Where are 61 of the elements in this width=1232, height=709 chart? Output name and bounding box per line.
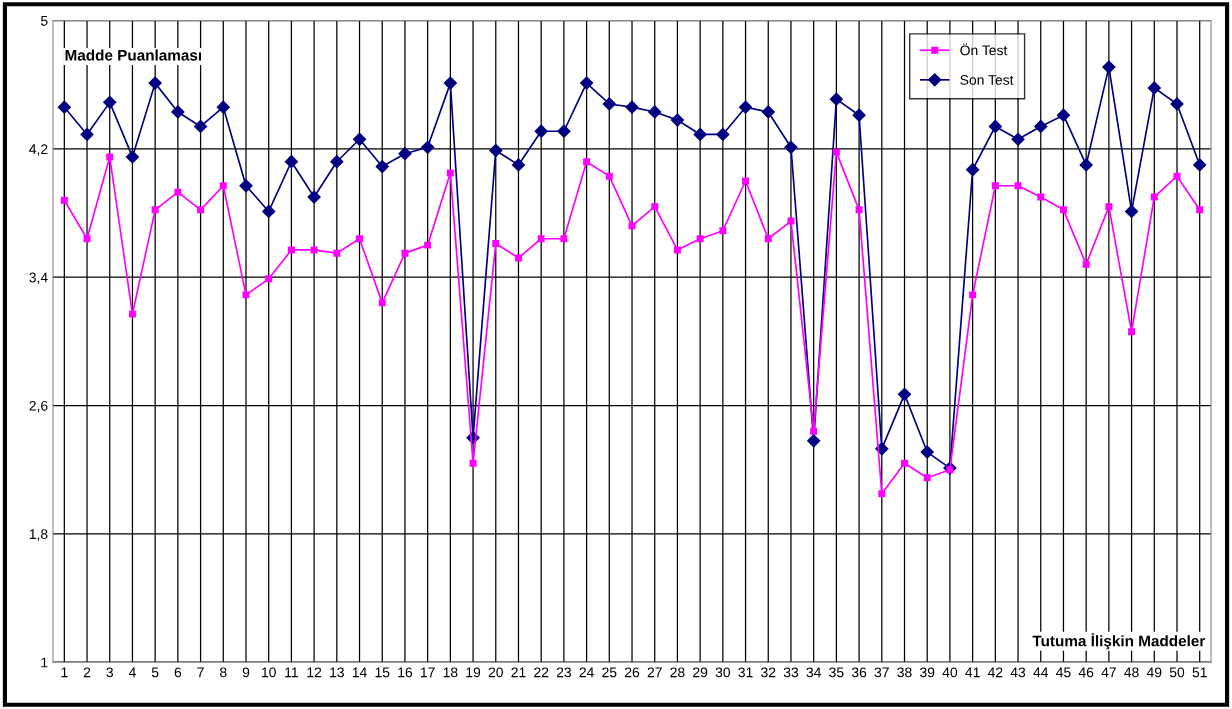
x-tick-label: 46 xyxy=(1078,667,1094,678)
y-tick-label: 5 xyxy=(40,16,48,26)
x-tick-label: 3 xyxy=(106,667,113,678)
x-tick-label: 45 xyxy=(1056,667,1071,678)
x-tick-label: 17 xyxy=(420,667,435,678)
x-tick-label: 15 xyxy=(375,667,390,678)
x-tick-label: 6 xyxy=(174,667,182,678)
x-tick-label: 7 xyxy=(197,667,204,678)
x-tick-label: 2 xyxy=(83,667,91,678)
x-axis-title: Tutuma İlişkin Maddeler xyxy=(1032,633,1206,650)
x-tick-label: 38 xyxy=(897,667,912,678)
x-tick-label: 48 xyxy=(1124,667,1139,678)
x-tick-label: 14 xyxy=(352,667,367,678)
y-tick-label: 1,8 xyxy=(29,529,48,541)
y-tick-label: 3,4 xyxy=(29,272,48,285)
x-tick-label: 31 xyxy=(738,667,753,678)
x-tick-label: 33 xyxy=(783,667,799,678)
x-tick-label: 32 xyxy=(761,667,776,678)
x-tick-label: 50 xyxy=(1169,667,1185,678)
x-tick-label: 27 xyxy=(647,667,662,678)
x-tick-label: 8 xyxy=(220,667,227,678)
x-tick-label: 36 xyxy=(851,667,867,678)
x-tick-label: 49 xyxy=(1146,667,1162,678)
x-tick-label: 43 xyxy=(1010,667,1026,678)
x-tick-label: 21 xyxy=(511,667,526,678)
y-tick-label: 4,2 xyxy=(29,144,48,156)
x-tick-label: 42 xyxy=(987,667,1003,678)
x-tick-label: 30 xyxy=(715,667,731,678)
x-tick-label: 41 xyxy=(965,667,980,678)
x-tick-label: 28 xyxy=(670,667,685,678)
x-tick-label: 25 xyxy=(602,667,617,678)
x-tick-label: 10 xyxy=(262,667,276,678)
x-tick-label: 51 xyxy=(1192,667,1207,678)
x-tick-label: 47 xyxy=(1101,667,1116,678)
x-tick-label: 20 xyxy=(488,667,503,678)
x-tick-label: 26 xyxy=(624,667,640,678)
legend-label: Ön Test xyxy=(960,43,1008,56)
x-tick-label: 9 xyxy=(242,667,250,678)
legend-label: Son Test xyxy=(960,75,1014,85)
x-tick-label: 18 xyxy=(443,667,458,678)
x-tick-label: 19 xyxy=(466,667,481,678)
x-tick-label: 23 xyxy=(556,667,572,678)
x-tick-label: 35 xyxy=(829,667,844,678)
x-tick-label: 24 xyxy=(579,667,594,678)
x-tick-label: 37 xyxy=(874,667,889,678)
x-tick-label: 11 xyxy=(285,667,298,678)
x-tick-label: 5 xyxy=(151,667,159,678)
y-tick-label: 1 xyxy=(41,657,48,668)
x-tick-label: 4 xyxy=(128,667,136,678)
x-tick-label: 13 xyxy=(330,667,344,678)
x-tick-label: 40 xyxy=(942,667,958,678)
x-tick-label: 29 xyxy=(693,667,708,678)
x-tick-label: 16 xyxy=(398,667,413,678)
x-tick-label: 1 xyxy=(61,667,68,678)
x-tick-label: 39 xyxy=(920,667,935,678)
x-tick-label: 44 xyxy=(1033,667,1049,678)
y-tick-label: 2,6 xyxy=(29,400,48,413)
y-axis-title: Madde Puanlaması xyxy=(65,49,202,61)
x-tick-label: 22 xyxy=(534,667,549,678)
x-tick-label: 34 xyxy=(806,667,821,678)
x-tick-label: 12 xyxy=(307,667,322,678)
